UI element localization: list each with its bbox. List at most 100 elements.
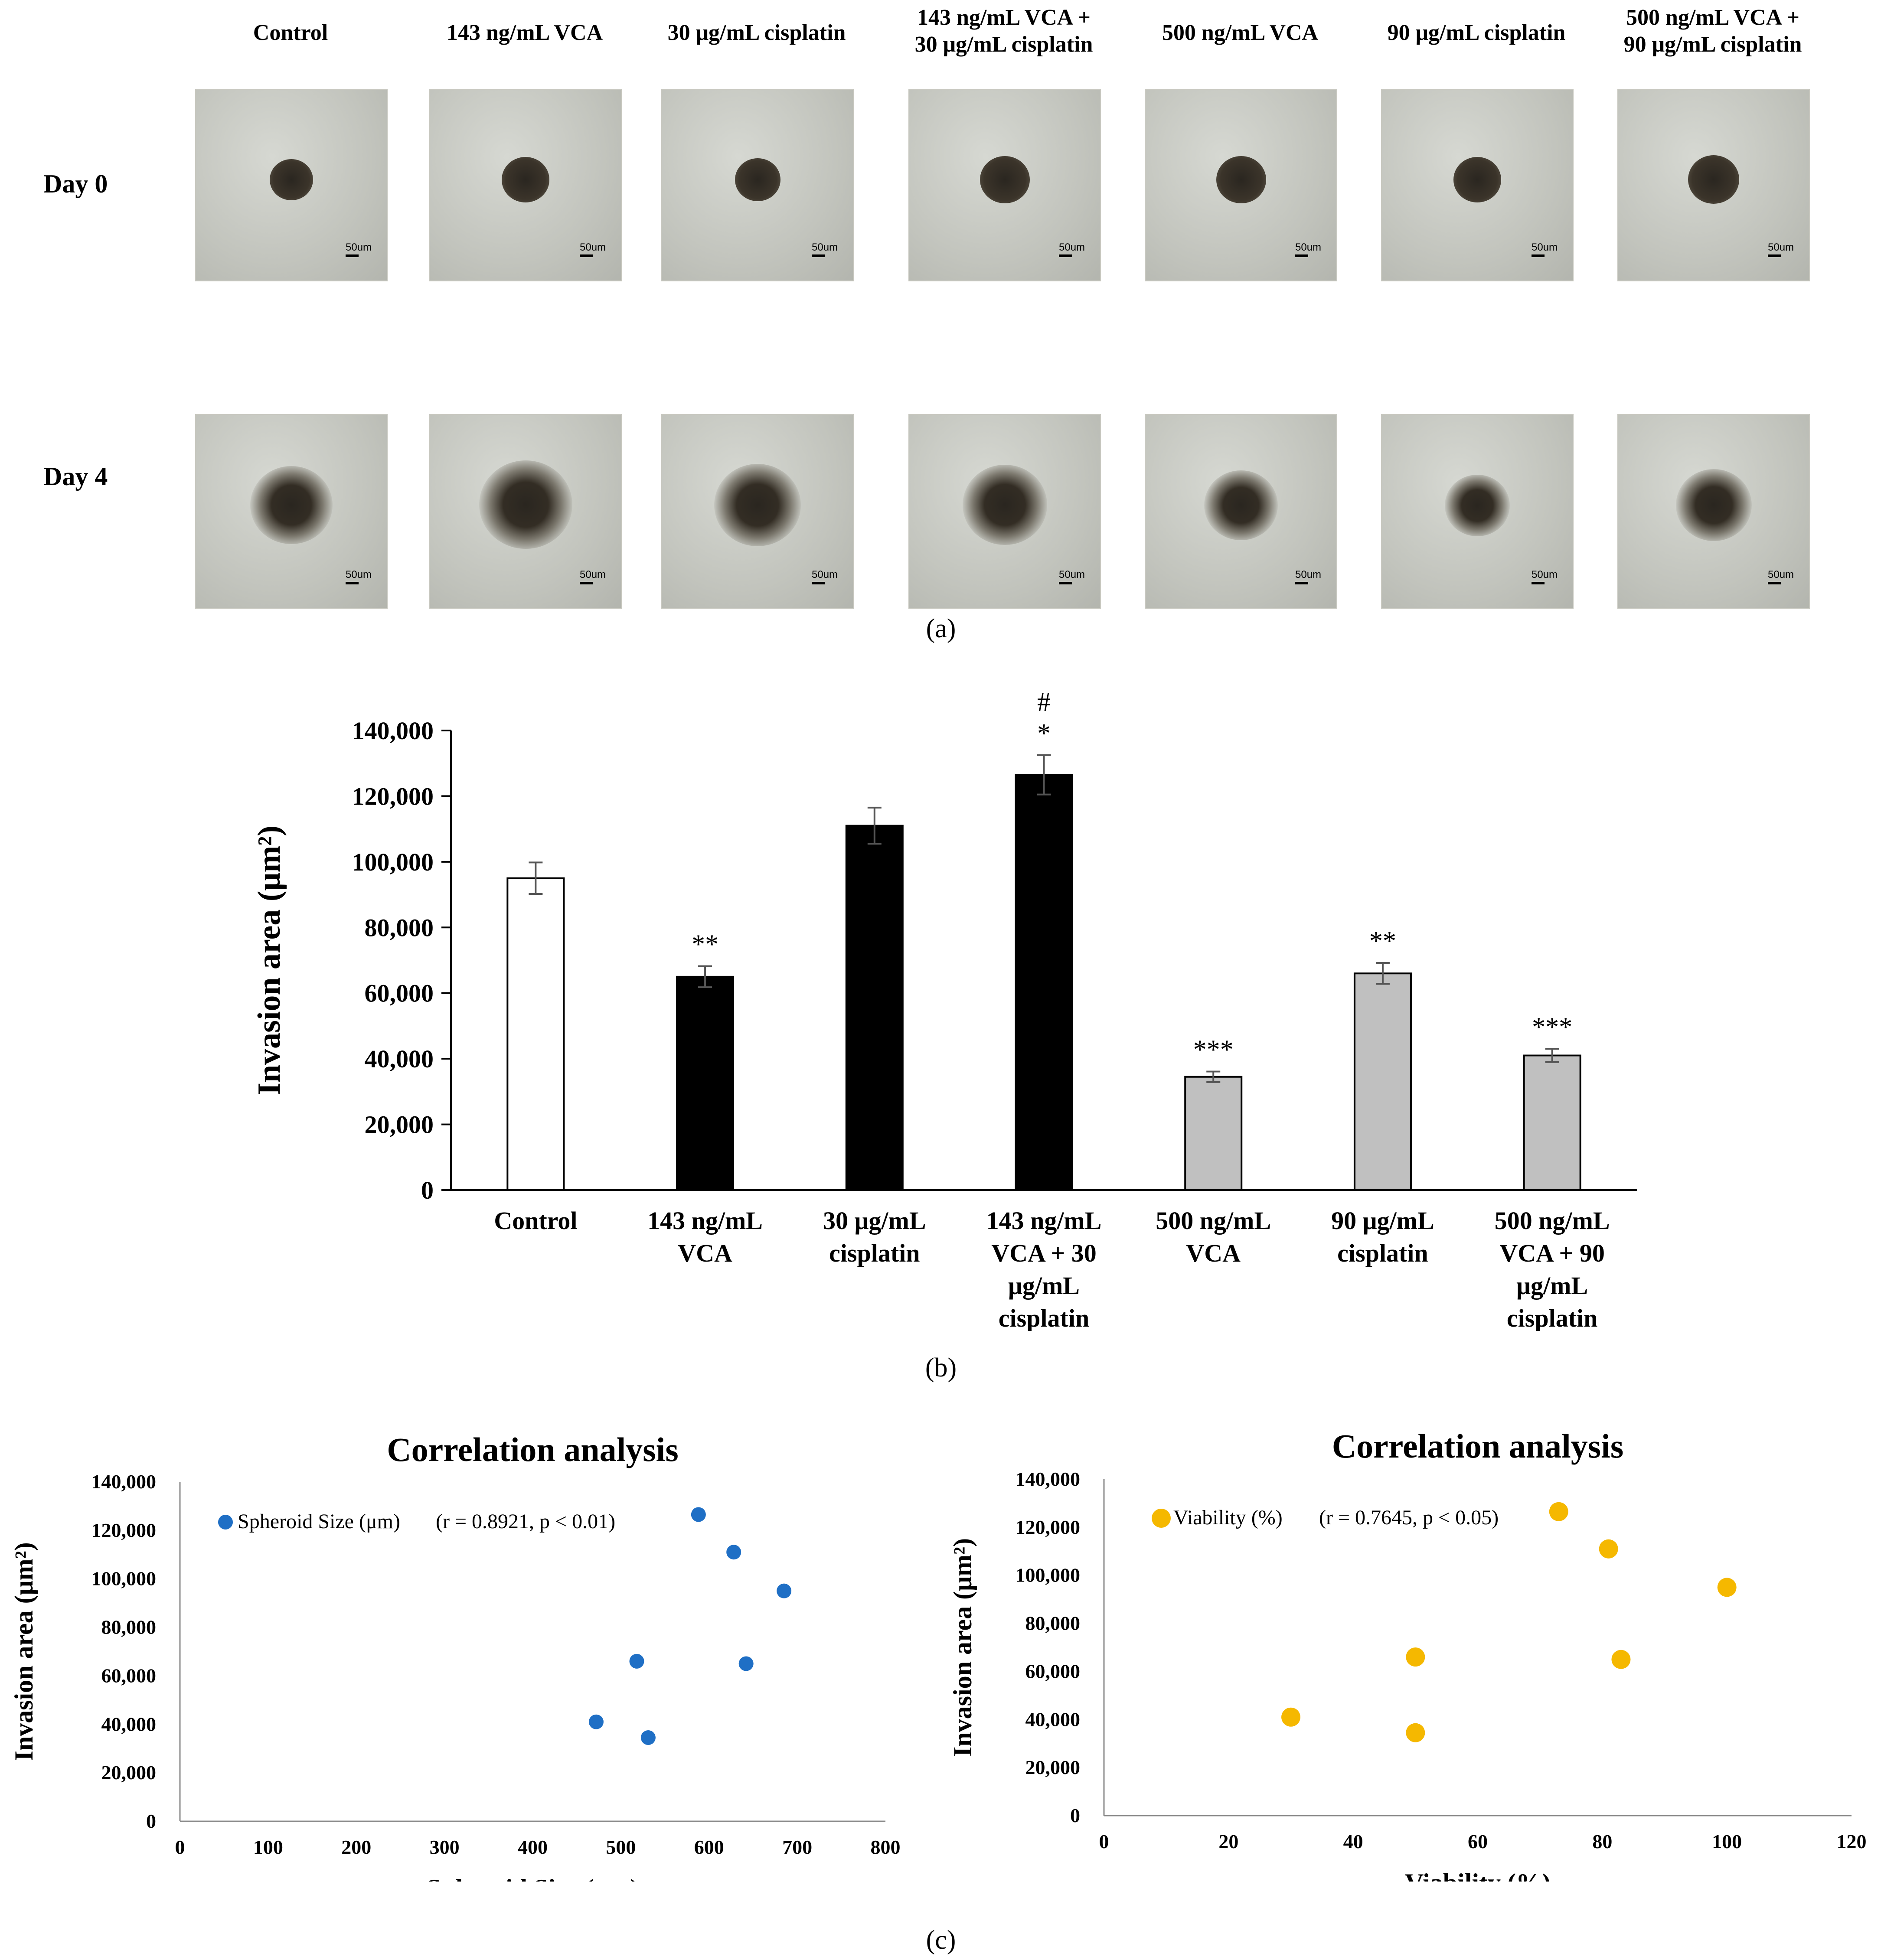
y-tick-label: 40,000 <box>101 1713 157 1735</box>
scale-bar-label: 50um <box>1532 569 1558 580</box>
spheroid <box>502 157 549 202</box>
correlation-stat: (r = 0.8921, p < 0.01) <box>436 1510 615 1533</box>
chart-title: Correlation analysis <box>387 1431 678 1468</box>
data-point <box>726 1545 741 1560</box>
spheroid <box>479 460 572 549</box>
x-category-label: cisplatin <box>999 1304 1090 1331</box>
data-point <box>1717 1578 1737 1597</box>
bar <box>506 877 565 1191</box>
spheroid-micrograph: 50um <box>908 89 1101 281</box>
bar <box>676 975 735 1191</box>
x-category-label: 500 ng/mL <box>1495 1207 1610 1235</box>
spheroid-micrograph: 50um <box>1617 89 1810 281</box>
significance-label: ** <box>692 930 718 959</box>
scale-bar: 50um <box>1768 241 1794 257</box>
y-tick-label: 20,000 <box>101 1761 157 1784</box>
data-point <box>777 1583 792 1598</box>
row-label: Day 0 <box>43 170 108 198</box>
bar <box>845 825 904 1191</box>
data-point <box>1406 1723 1425 1742</box>
column-header: 30 μg/mL cisplatin <box>667 20 846 45</box>
scale-bar-line <box>1295 582 1308 584</box>
scale-bar-line <box>580 254 593 257</box>
y-tick-label: 120,000 <box>352 782 434 810</box>
spheroid <box>1688 155 1739 204</box>
data-point <box>1549 1502 1568 1521</box>
scale-bar-line <box>1768 254 1781 257</box>
legend-marker <box>218 1515 233 1530</box>
scale-bar-label: 50um <box>346 241 372 253</box>
x-category-label: VCA <box>678 1239 732 1267</box>
scale-bar-label: 50um <box>1295 241 1322 253</box>
x-tick-label: 600 <box>694 1836 724 1858</box>
y-tick-label: 80,000 <box>365 913 434 942</box>
scale-bar: 50um <box>1532 569 1558 584</box>
x-tick-label: 400 <box>518 1836 548 1858</box>
spheroid <box>714 463 801 546</box>
spheroid-micrograph: 50um <box>661 414 854 609</box>
correlation-stat: (r = 0.7645, p < 0.05) <box>1319 1506 1499 1529</box>
y-tick-label: 120,000 <box>91 1519 157 1541</box>
bar <box>1015 774 1073 1191</box>
spheroid <box>1453 157 1501 202</box>
panel-c-label: (c) <box>926 1925 956 1955</box>
spheroid <box>735 158 780 202</box>
x-axis-label: Spheroid Size (μm) <box>427 1874 639 1882</box>
data-point <box>1611 1650 1631 1669</box>
bar <box>1523 1054 1581 1191</box>
legend-marker <box>1152 1509 1171 1528</box>
x-category-label: VCA <box>1186 1239 1241 1267</box>
x-category-label: 30 μg/mL <box>823 1207 926 1235</box>
scale-bar: 50um <box>1532 241 1558 257</box>
bar <box>1184 1076 1243 1191</box>
scale-bar-label: 50um <box>1768 569 1794 580</box>
spheroid-size-scatter-chart: Correlation analysis 0 20,000 40,000 60,000 8… <box>10 1431 901 1882</box>
x-category-label: 500 ng/mL <box>1156 1207 1271 1235</box>
x-category-label: VCA + 30 <box>991 1239 1097 1267</box>
data-point <box>1599 1539 1618 1559</box>
scale-bar: 50um <box>1768 569 1794 584</box>
y-tick-label: 60,000 <box>1025 1660 1081 1682</box>
scale-bar-label: 50um <box>580 569 606 580</box>
y-tick-label: 40,000 <box>1025 1708 1081 1730</box>
x-tick-label: 40 <box>1343 1830 1363 1852</box>
scale-bar-line <box>1768 582 1781 584</box>
scale-bar-label: 50um <box>812 241 838 253</box>
spheroid-micrograph: 50um <box>195 414 388 609</box>
x-tick-label: 700 <box>782 1836 812 1858</box>
spheroid <box>1216 156 1266 203</box>
x-tick-label: 800 <box>871 1836 901 1858</box>
x-tick-label: 120 <box>1837 1830 1867 1852</box>
x-category-label: cisplatin <box>1507 1304 1598 1331</box>
data-point <box>691 1507 706 1522</box>
x-tick-label: 200 <box>341 1836 371 1858</box>
scale-bar-label: 50um <box>346 569 372 580</box>
column-header: Control <box>253 20 328 45</box>
scale-bar-line <box>812 582 825 584</box>
column-header: 90 μg/mL cisplatin <box>1387 20 1566 45</box>
x-tick-label: 500 <box>606 1836 636 1858</box>
column-header: 143 ng/mL VCA <box>446 20 603 45</box>
scale-bar-line <box>580 582 593 584</box>
scale-bar-label: 50um <box>812 569 838 580</box>
x-category-label: 90 μg/mL <box>1331 1207 1434 1235</box>
spheroid-micrograph: 50um <box>1617 414 1810 609</box>
legend-label: Spheroid Size (μm) <box>238 1510 400 1533</box>
scale-bar-line <box>1295 254 1308 257</box>
significance-label: ** <box>1369 926 1396 956</box>
scale-bar-label: 50um <box>1768 241 1794 253</box>
y-tick-label: 60,000 <box>101 1664 157 1686</box>
y-tick-label: 100,000 <box>1016 1564 1081 1586</box>
data-point <box>588 1714 604 1729</box>
viability-scatter-chart: Correlation analysis 0 20,000 40,000 60,000 8… <box>948 1427 1867 1882</box>
x-axis-label: Viability (%) <box>1405 1869 1551 1882</box>
scale-bar-label: 50um <box>1059 569 1085 580</box>
spheroid-micrograph: 50um <box>1381 89 1574 281</box>
x-tick-label: 100 <box>1712 1830 1742 1852</box>
bar <box>1353 972 1412 1191</box>
scale-bar: 50um <box>812 569 838 584</box>
data-point <box>1406 1647 1425 1667</box>
scale-bar-label: 50um <box>580 241 606 253</box>
x-tick-label: 100 <box>253 1836 283 1858</box>
y-tick-label: 60,000 <box>365 979 434 1008</box>
